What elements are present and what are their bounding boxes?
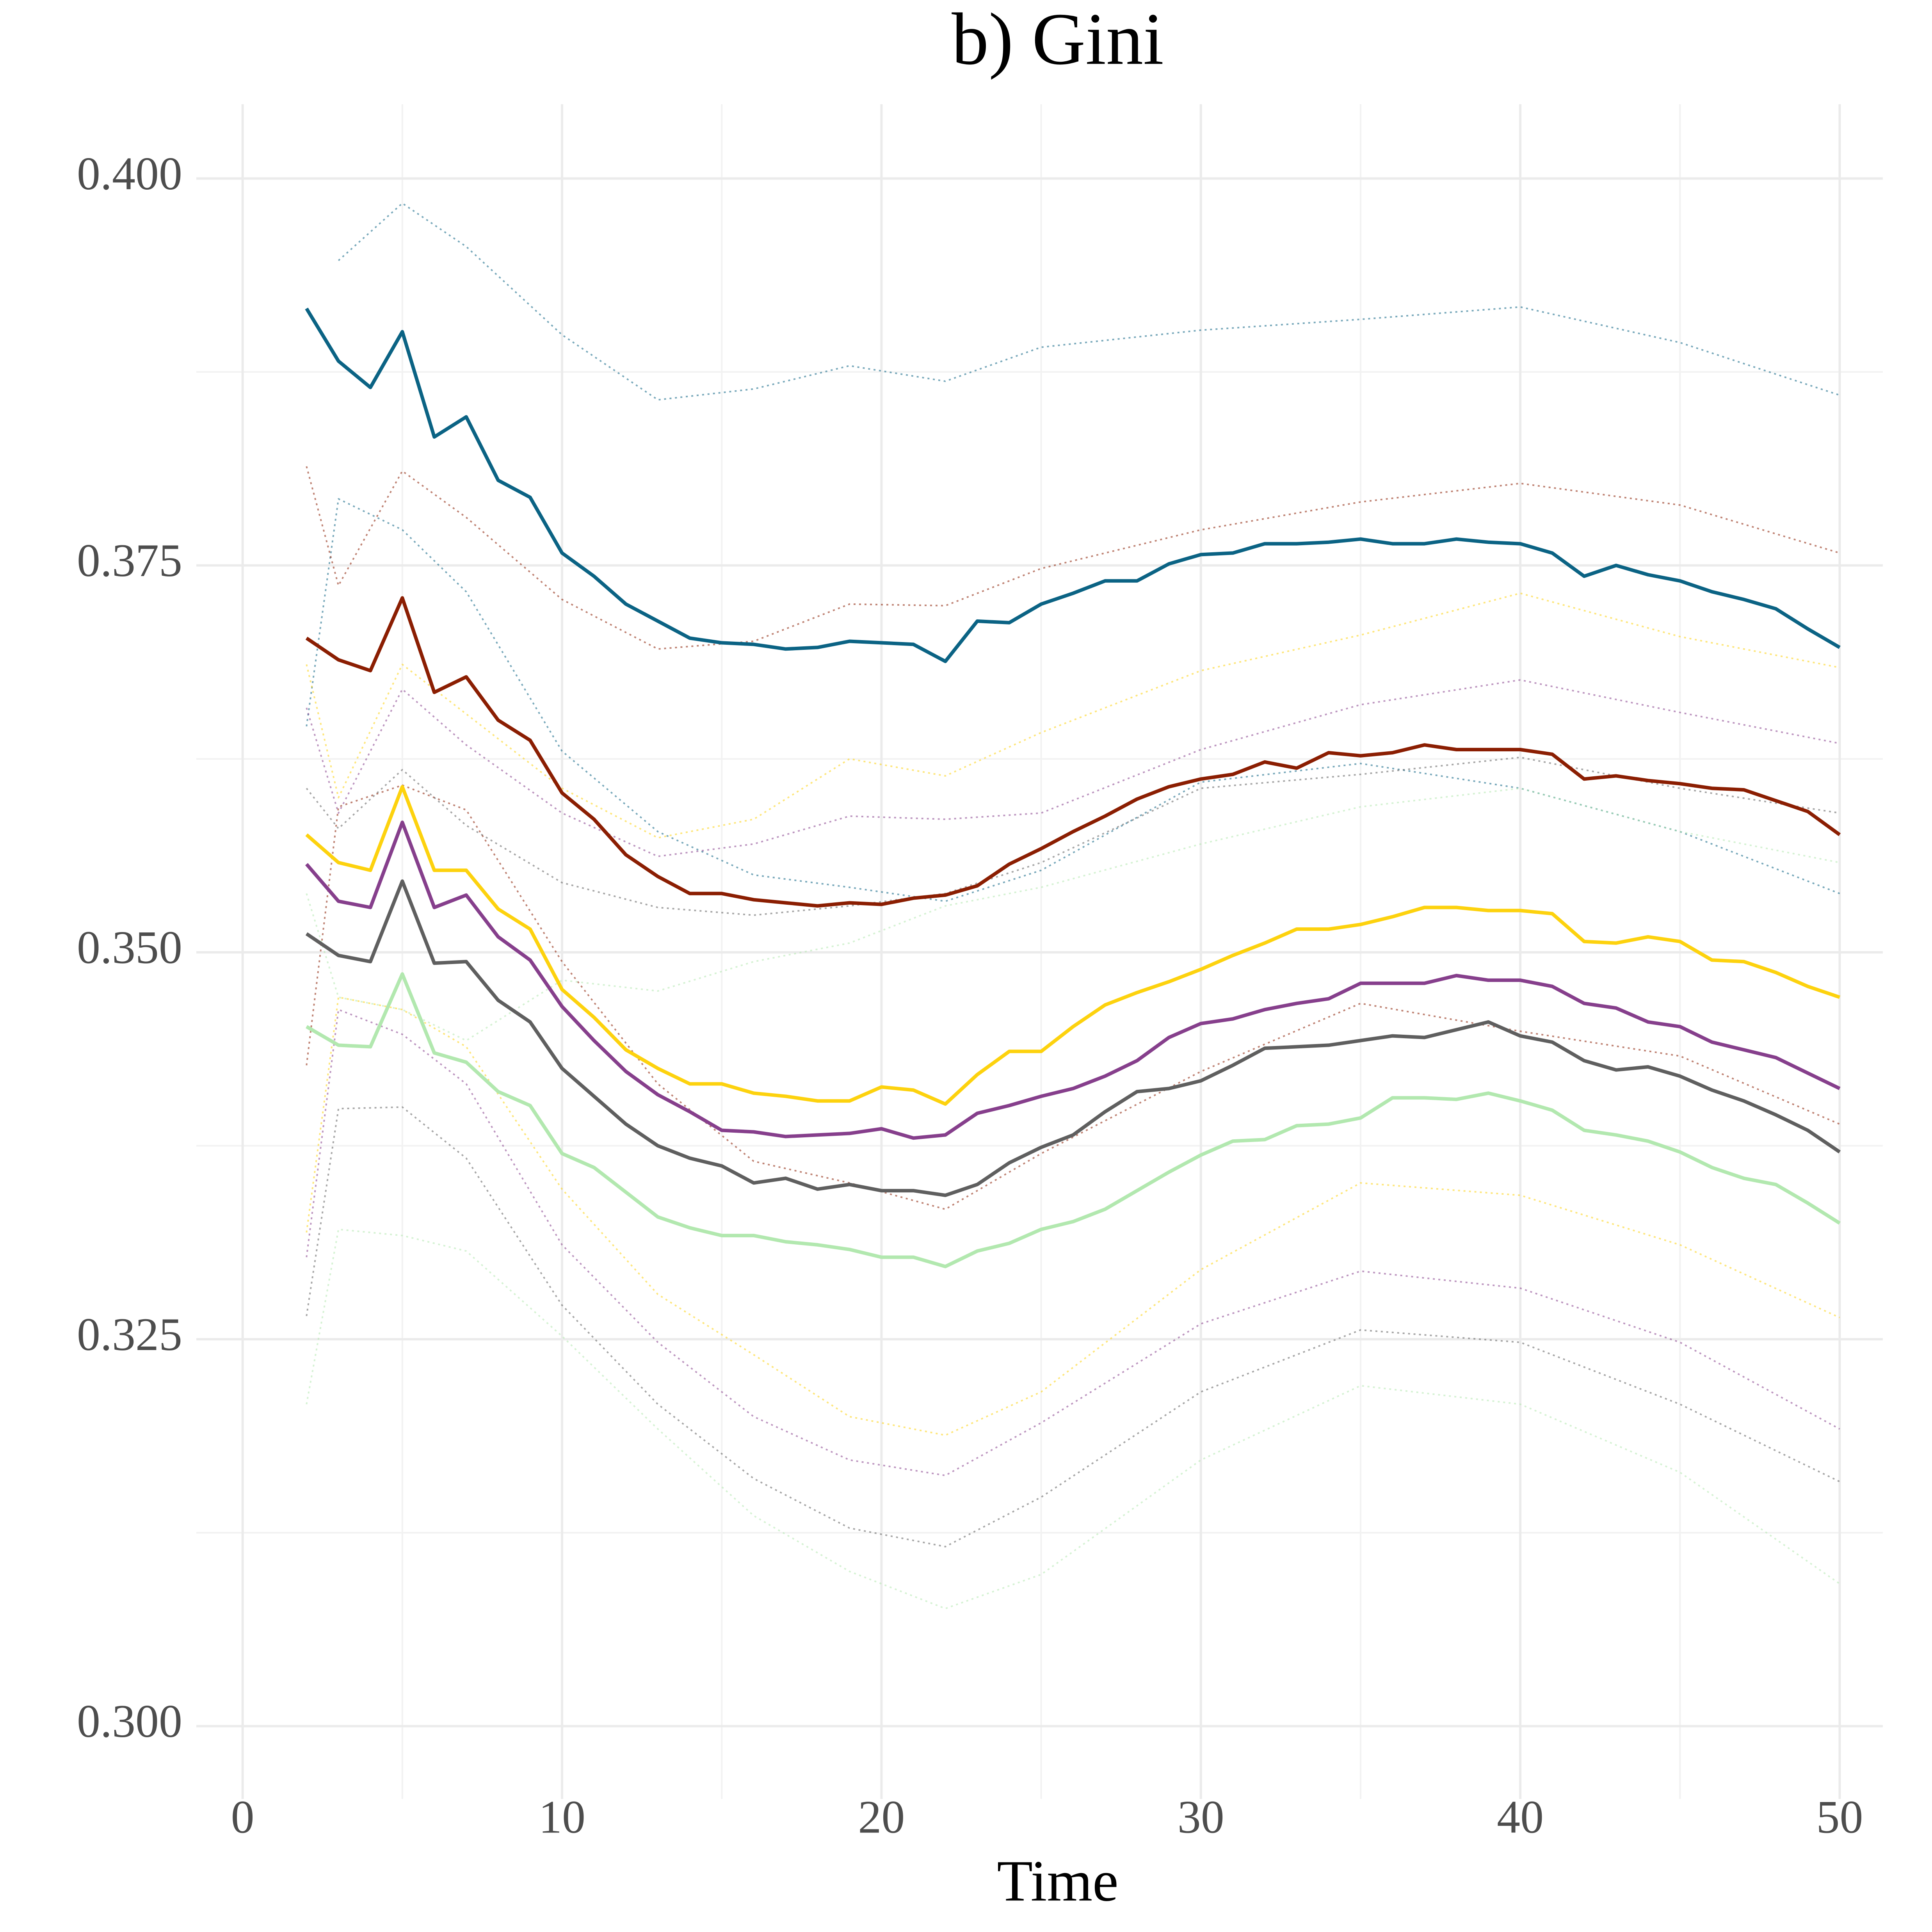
y-tick-label: 0.400 — [77, 148, 182, 199]
x-tick-label: 0 — [231, 1791, 254, 1843]
labels: b) Gini Time 0 10 20 30 40 50 0.300 0.325 0.350 0… — [77, 0, 1863, 1913]
y-tick-label: 0.350 — [77, 922, 182, 973]
band-line — [306, 498, 1840, 902]
x-axis-title: Time — [997, 1848, 1118, 1913]
series-line — [305, 596, 1841, 908]
x-tick-label: 50 — [1816, 1791, 1863, 1843]
x-tick-label: 10 — [539, 1791, 585, 1843]
series-line — [305, 820, 1841, 1140]
series-line — [305, 879, 1841, 1197]
band-line — [306, 1106, 1840, 1548]
band-line — [338, 202, 1840, 401]
grid — [196, 104, 1883, 1799]
series-line — [305, 308, 1841, 663]
y-tick-label: 0.325 — [77, 1308, 182, 1360]
x-tick-label: 30 — [1178, 1791, 1224, 1843]
band-line — [306, 592, 1840, 839]
chart-title: b) Gini — [952, 0, 1164, 80]
x-tick-label: 20 — [858, 1791, 905, 1843]
band-line — [306, 466, 1840, 650]
lines — [305, 202, 1841, 1610]
y-tick-label: 0.300 — [77, 1695, 182, 1747]
band-line — [306, 1228, 1840, 1610]
band-line — [306, 1009, 1840, 1477]
band-line — [306, 787, 1840, 1041]
y-tick-label: 0.375 — [77, 534, 182, 586]
x-tick-label: 40 — [1497, 1791, 1544, 1843]
series-line — [305, 785, 1840, 1106]
series-line — [306, 972, 1841, 1268]
